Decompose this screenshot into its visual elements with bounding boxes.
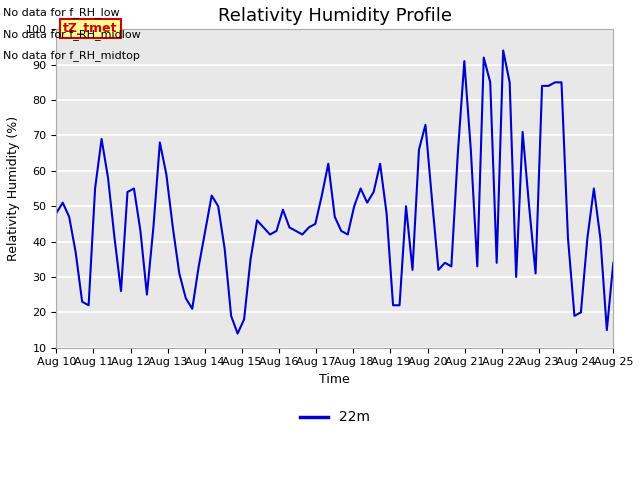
Legend: 22m: 22m [294, 405, 375, 430]
Text: No data for f_RH_low: No data for f_RH_low [3, 7, 120, 18]
X-axis label: Time: Time [319, 373, 350, 386]
Text: No data for f_RH_midlow: No data for f_RH_midlow [3, 29, 141, 40]
Text: tZ_tmet: tZ_tmet [63, 22, 118, 35]
Text: No data for f_RH_midtop: No data for f_RH_midtop [3, 50, 140, 61]
Title: Relativity Humidity Profile: Relativity Humidity Profile [218, 7, 452, 25]
Y-axis label: Relativity Humidity (%): Relativity Humidity (%) [7, 116, 20, 261]
